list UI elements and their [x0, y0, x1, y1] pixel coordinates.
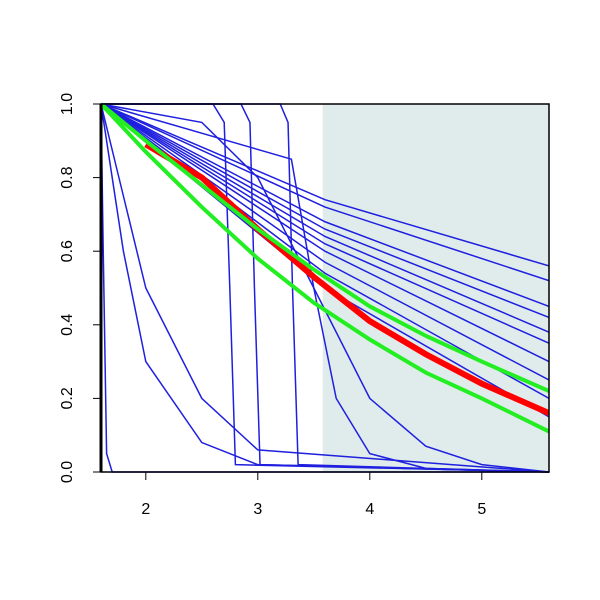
line: [101, 103, 549, 363]
line: [101, 103, 549, 473]
line: [101, 103, 549, 282]
line: [101, 103, 549, 473]
shaded-region: [322, 104, 549, 472]
x-tick-label: 3: [253, 501, 262, 518]
line: [101, 103, 549, 267]
line: [101, 103, 549, 473]
y-tick-label: 0.8: [59, 166, 76, 188]
line: [101, 103, 549, 344]
line: [101, 102, 549, 434]
y-tick-label: 0.6: [59, 240, 76, 262]
line: [101, 102, 549, 393]
line: [101, 103, 549, 381]
x-tick-label: 2: [141, 501, 150, 518]
line: [144, 141, 549, 416]
x-tick-label: 5: [477, 501, 486, 518]
line: [101, 103, 549, 308]
y-tick-label: 0.2: [59, 387, 76, 409]
y-tick-label: 0.4: [59, 314, 76, 336]
line: [101, 103, 549, 319]
y-tick-label: 1.0: [59, 93, 76, 115]
y-tick-label: 0.0: [59, 461, 76, 483]
x-tick-label: 4: [365, 501, 374, 518]
line: [101, 103, 549, 333]
